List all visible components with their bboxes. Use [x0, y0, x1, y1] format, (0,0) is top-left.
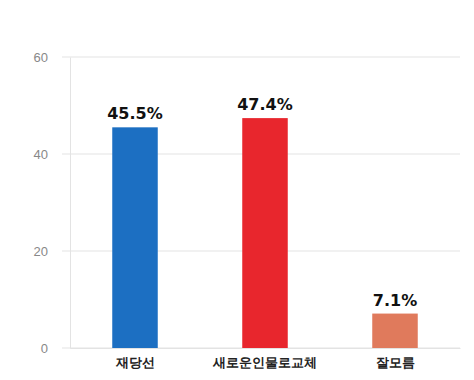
data-label: 47.4% — [237, 95, 293, 114]
bars — [112, 118, 418, 348]
bar — [112, 127, 158, 348]
y-axis: 0 20 40 60 — [34, 50, 71, 356]
bar — [242, 118, 288, 348]
y-tick-label: 60 — [34, 50, 48, 65]
x-tick: 재당선 — [115, 348, 155, 370]
x-axis: 재당선 새로운인물로교체 잘모름 — [71, 348, 461, 370]
chart: 0 20 40 60 재당선 새로운인물로교체 잘모름 45.5% 47.4% 7.1% — [0, 0, 474, 380]
y-tick: 40 — [34, 147, 70, 162]
data-label: 45.5% — [107, 104, 163, 123]
data-labels: 45.5% 47.4% 7.1% — [107, 95, 417, 309]
x-tick: 새로운인물로교체 — [212, 348, 317, 370]
x-tick-label: 재당선 — [115, 355, 155, 370]
y-tick: 60 — [34, 50, 70, 65]
x-axis-line — [71, 348, 461, 349]
data-label: 7.1% — [373, 291, 417, 310]
y-tick-label: 0 — [41, 341, 48, 356]
grid — [62, 57, 460, 348]
y-tick-label: 40 — [34, 147, 48, 162]
y-tick: 20 — [34, 244, 70, 259]
x-tick: 잘모름 — [376, 348, 415, 370]
y-tick: 0 — [41, 341, 70, 356]
grid-line — [62, 57, 460, 58]
x-tick-label: 잘모름 — [376, 355, 415, 370]
x-tick-label: 새로운인물로교체 — [212, 355, 317, 370]
y-axis-line — [70, 58, 71, 349]
y-tick-label: 20 — [34, 244, 48, 259]
bar — [372, 314, 418, 348]
